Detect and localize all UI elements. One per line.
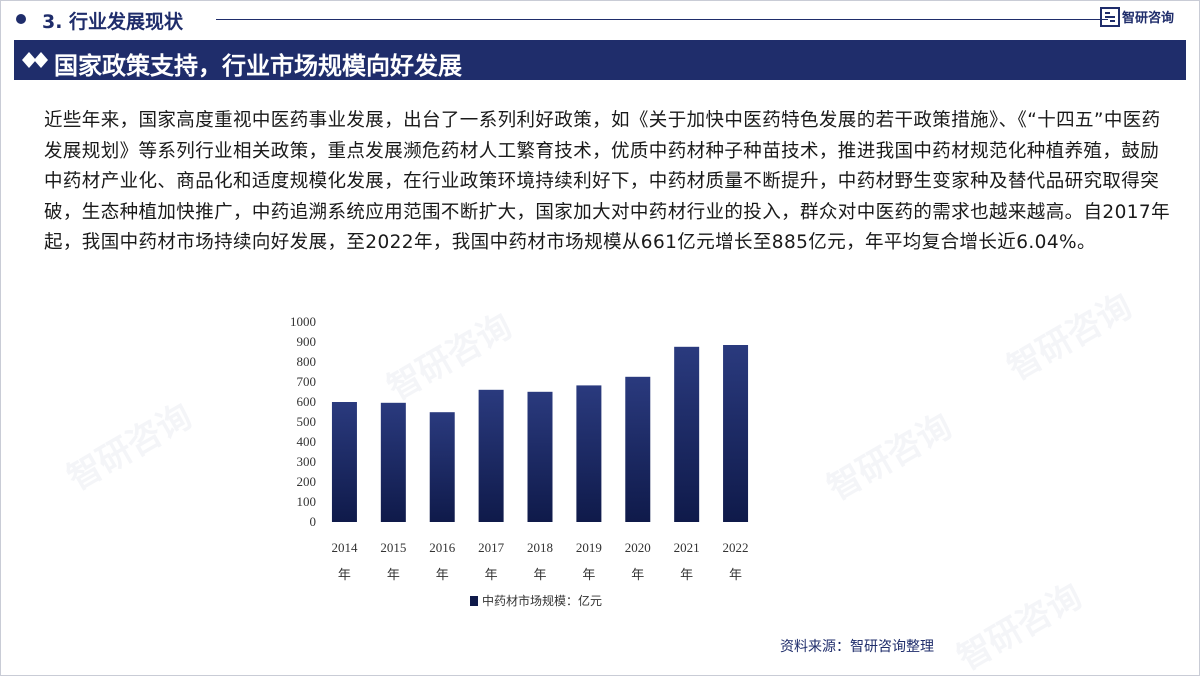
y-tick-label: 800 [297, 354, 317, 369]
banner-title: 国家政策支持，行业市场规模向好发展 [54, 52, 462, 80]
x-tick-label: 2015 [380, 540, 406, 555]
y-tick-label: 900 [297, 334, 317, 349]
source-note: 资料来源：智研咨询整理 [780, 639, 934, 655]
x-tick-label-suffix: 年 [485, 568, 498, 583]
y-tick-label: 1000 [290, 314, 316, 329]
x-tick-label-suffix: 年 [387, 568, 400, 583]
legend-swatch [470, 596, 478, 606]
header-divider [216, 19, 1108, 20]
bar [478, 389, 504, 522]
bar [723, 345, 749, 522]
x-tick-label-suffix: 年 [338, 568, 351, 583]
x-tick-label-suffix: 年 [729, 568, 742, 583]
section-title: 3. 行业发展现状 [42, 11, 184, 33]
x-tick-label: 2020 [625, 540, 651, 555]
y-tick-label: 300 [297, 454, 317, 469]
body-paragraph: 近些年来，国家高度重视中医药事业发展，出台了一系列利好政策，如《关于加快中医药特… [44, 110, 1170, 253]
y-tick-label: 400 [297, 434, 317, 449]
bar [527, 391, 553, 522]
bar [429, 412, 455, 522]
x-tick-label: 2021 [674, 540, 700, 555]
y-tick-label: 200 [297, 474, 317, 489]
y-tick-label: 500 [297, 414, 317, 429]
bullet-icon [16, 14, 26, 24]
x-tick-label: 2017 [478, 540, 505, 555]
x-tick-label-suffix: 年 [631, 568, 644, 583]
logo-text: 智研咨询 [1122, 11, 1175, 26]
bar [380, 402, 406, 522]
y-tick-label: 700 [297, 374, 317, 389]
bar [331, 402, 357, 522]
bar-chart: 0 100 200 300 400 500 600 700 800 900 1000 2014 年 201… [290, 314, 749, 608]
x-tick-label: 2014 [331, 540, 358, 555]
zhiyan-logo-icon [1100, 7, 1120, 27]
bar [576, 385, 602, 522]
double-diamond-icon [22, 52, 48, 68]
x-tick-label-suffix: 年 [436, 568, 449, 583]
x-tick-label: 2016 [429, 540, 456, 555]
title-banner: 国家政策支持，行业市场规模向好发展 [14, 40, 1186, 80]
section-header: 3. 行业发展现状 [14, 6, 1186, 33]
legend-label: 中药材市场规模：亿元 [482, 593, 602, 608]
x-tick-label-suffix: 年 [533, 568, 546, 583]
x-tick-label: 2018 [527, 540, 553, 555]
x-tick-label-suffix: 年 [582, 568, 595, 583]
y-tick-label: 0 [310, 514, 317, 529]
bar [625, 376, 651, 522]
x-tick-label: 2022 [723, 540, 749, 555]
x-tick-label-suffix: 年 [680, 568, 693, 583]
bar [674, 346, 700, 522]
market-size-chart: 0 100 200 300 400 500 600 700 800 900 1000 2014 年 201… [270, 305, 790, 625]
y-tick-label: 600 [297, 394, 317, 409]
y-tick-label: 100 [297, 494, 317, 509]
x-tick-label: 2019 [576, 540, 602, 555]
